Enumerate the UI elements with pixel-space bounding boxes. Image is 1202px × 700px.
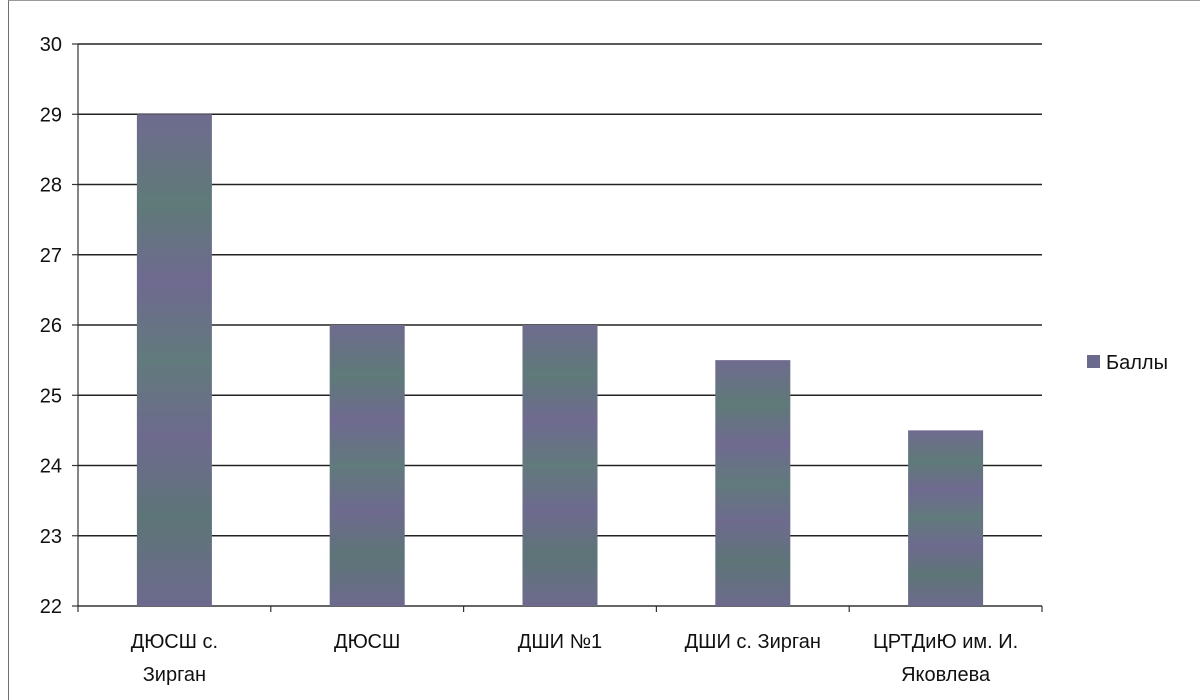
bar-3	[522, 325, 598, 606]
legend-swatch	[1087, 355, 1100, 368]
legend-label-ballы: Баллы	[1106, 352, 1168, 374]
bar-1	[136, 114, 212, 606]
category-label: ДШИ с. Зирган	[685, 631, 821, 653]
y-tick-label: 24	[40, 456, 62, 478]
legend: Баллы	[1087, 352, 1168, 374]
bars	[136, 114, 984, 606]
y-tick-label: 25	[40, 385, 62, 407]
category-labels: ДЮСШ с. Зирган ДЮСШ ДШИ №1 ДШИ с. Зирган ЦРТД…	[131, 631, 1019, 686]
y-tick-labels: 22 23 24 25 26 27 28 29 30	[40, 34, 62, 618]
bar-4	[715, 360, 791, 606]
y-tick-label: 29	[40, 104, 62, 126]
category-label: Зирган	[143, 664, 206, 686]
y-tick-label: 23	[40, 526, 62, 548]
category-label: ДЮСШ с.	[131, 631, 218, 653]
y-tick-label: 26	[40, 315, 62, 337]
category-label: Яковлева	[901, 664, 991, 686]
y-tick-label: 30	[40, 34, 62, 56]
axes	[72, 43, 1043, 612]
category-label: ДЮСШ	[334, 631, 400, 653]
category-label: ЦРТДиЮ им. И.	[873, 631, 1018, 653]
y-tick-label: 27	[40, 245, 62, 267]
category-label: ДШИ №1	[518, 631, 602, 653]
y-tick-label: 22	[40, 596, 62, 618]
y-tick-label: 28	[40, 175, 62, 197]
bar-5	[908, 430, 984, 606]
bar-2	[329, 325, 405, 606]
